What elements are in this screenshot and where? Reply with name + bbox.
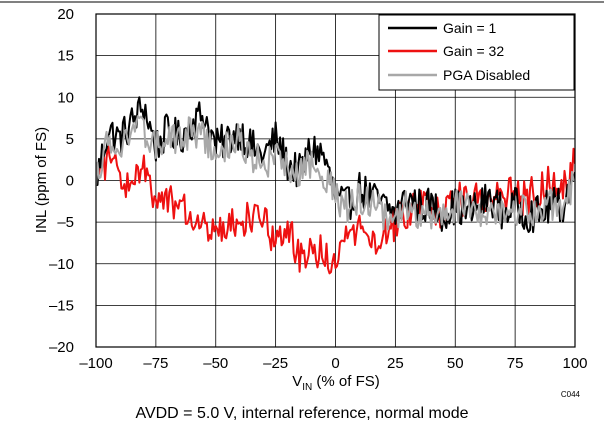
legend-label-gain-32: Gain = 32 — [443, 43, 504, 59]
x-tick-label: 25 — [387, 355, 404, 372]
y-tick-label: –20 — [49, 339, 74, 356]
x-axis-title: VIN (% of FS) — [292, 373, 380, 393]
y-tick-label: 0 — [66, 173, 74, 190]
chart-caption: AVDD = 5.0 V, internal reference, normal… — [135, 405, 469, 422]
y-tick-label: 20 — [57, 6, 74, 23]
y-tick-labels: 20 15 10 5 0 –5 –10 –15 –20 — [49, 6, 74, 356]
legend-label-gain-1: Gain = 1 — [443, 20, 497, 36]
x-tick-label: 0 — [331, 355, 339, 372]
legend-box — [378, 14, 575, 91]
y-tick-label: 15 — [57, 48, 74, 65]
legend: Gain = 1 Gain = 32 PGA Disabled — [378, 14, 575, 91]
y-tick-label: 5 — [66, 131, 74, 148]
x-tick-label: –75 — [143, 355, 168, 372]
x-tick-label: –100 — [79, 355, 112, 372]
y-tick-label: –15 — [49, 297, 74, 314]
x-axis-title-main: V — [292, 373, 302, 390]
x-tick-label: –25 — [263, 355, 288, 372]
y-tick-label: 10 — [57, 89, 74, 106]
chart-code: C044 — [561, 390, 581, 399]
x-axis-title-rest: (% of FS) — [312, 373, 380, 390]
x-tick-label: 50 — [447, 355, 464, 372]
y-axis-title: INL (ppm of FS) — [33, 127, 50, 233]
x-axis-title-sub: IN — [302, 382, 312, 393]
series-layer — [96, 96, 575, 275]
x-tick-label: –50 — [203, 355, 228, 372]
y-tick-label: –5 — [57, 214, 74, 231]
x-tick-label: 100 — [562, 355, 587, 372]
series-line-pga-disabled — [96, 115, 575, 231]
x-tick-label: 75 — [507, 355, 524, 372]
legend-label-pga-disabled: PGA Disabled — [443, 67, 530, 83]
x-tick-labels: –100 –75 –50 –25 0 25 50 75 100 — [79, 355, 587, 372]
plot-frame — [95, 13, 576, 348]
y-tick-label: –10 — [49, 256, 74, 273]
